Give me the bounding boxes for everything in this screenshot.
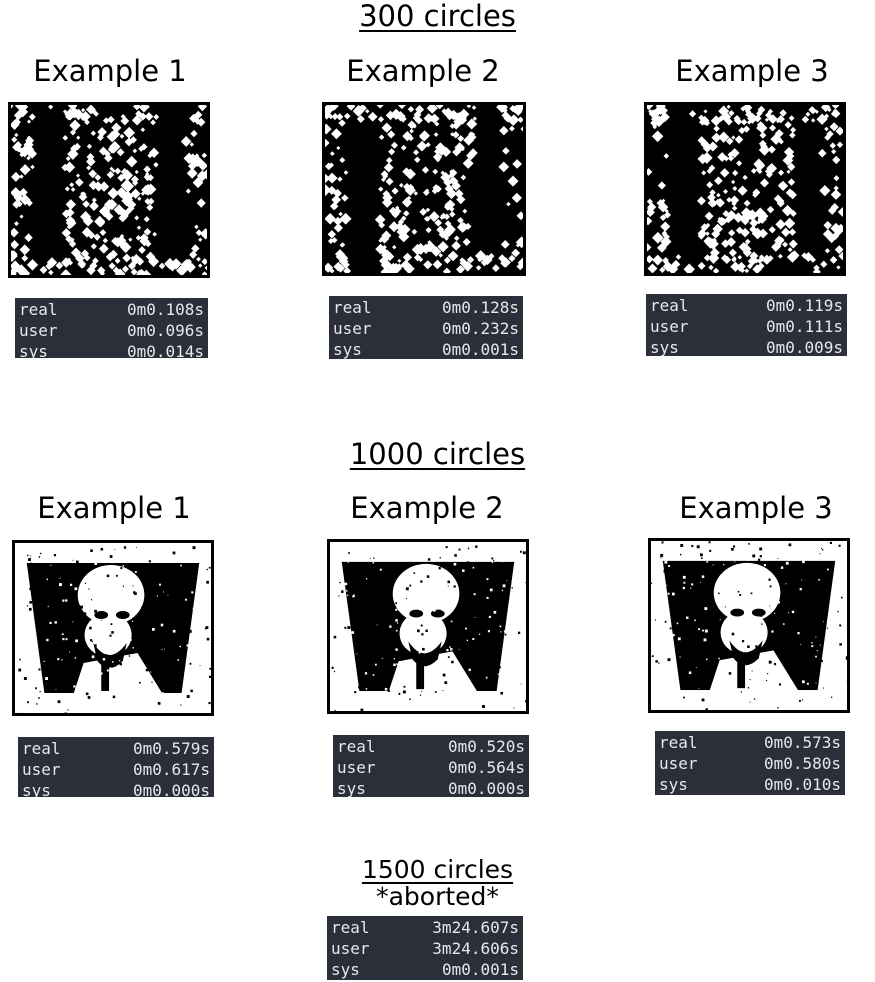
timing-box: real 0m0.579s user 0m0.617s sys 0m0.000s — [18, 737, 214, 797]
timing-box: real 3m24.607s user 3m24.606s sys 0m0.001s — [327, 916, 523, 980]
portrait-300-3 — [647, 105, 843, 273]
portrait-300-2 — [325, 105, 523, 273]
result-image — [322, 102, 526, 276]
example-label: Example 2 — [350, 491, 504, 525]
example-label: Example 2 — [346, 54, 500, 88]
portrait-1000-2 — [330, 542, 526, 711]
timing-box: real 0m0.573s user 0m0.580s sys 0m0.010s — [655, 731, 845, 795]
example-label: Example 3 — [675, 54, 829, 88]
timing-box: real 0m0.119s user 0m0.111s sys 0m0.009s — [646, 294, 847, 356]
section-title-300: 300 circles — [359, 0, 516, 33]
result-image — [8, 102, 210, 278]
timing-box: real 0m0.108s user 0m0.096s sys 0m0.014s — [15, 298, 208, 358]
example-label: Example 3 — [679, 491, 833, 525]
result-image — [648, 538, 850, 713]
result-image — [12, 540, 214, 716]
portrait-300-1 — [11, 105, 207, 275]
example-label: Example 1 — [33, 54, 187, 88]
timing-box: real 0m0.128s user 0m0.232s sys 0m0.001s — [329, 296, 523, 359]
timing-box: real 0m0.520s user 0m0.564s sys 0m0.000s — [333, 735, 529, 797]
aborted-label: *aborted* — [376, 882, 499, 911]
result-image — [644, 102, 846, 276]
section-title-1500: 1500 circles — [361, 855, 514, 884]
portrait-1000-3 — [651, 541, 847, 710]
portrait-1000-1 — [15, 543, 211, 713]
example-label: Example 1 — [37, 491, 191, 525]
result-image — [327, 539, 529, 714]
section-title-1000: 1000 circles — [349, 437, 526, 471]
